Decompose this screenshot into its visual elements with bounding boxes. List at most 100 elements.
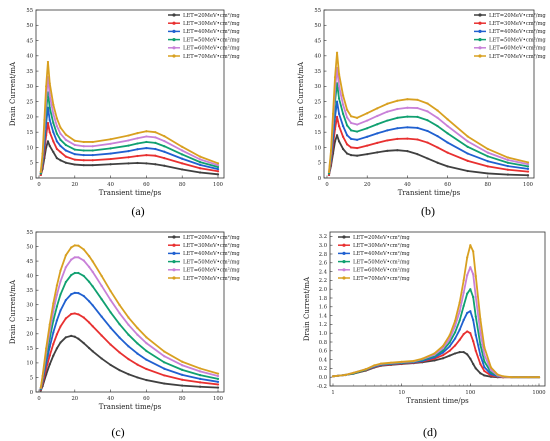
data-point bbox=[446, 132, 449, 135]
y-tick-label: 50 bbox=[26, 244, 33, 250]
data-point bbox=[199, 155, 202, 158]
data-point bbox=[526, 174, 530, 177]
data-point bbox=[127, 156, 130, 159]
data-point bbox=[82, 149, 85, 152]
data-point bbox=[48, 363, 51, 366]
data-point bbox=[327, 172, 331, 175]
data-point bbox=[441, 344, 445, 348]
data-point bbox=[55, 284, 59, 287]
data-point bbox=[453, 325, 457, 328]
y-tick-label: 15 bbox=[26, 130, 33, 136]
data-point bbox=[163, 164, 166, 167]
y-tick-label: 0 bbox=[30, 176, 33, 182]
data-point bbox=[448, 349, 451, 352]
legend-label: LET=50MeV•cm²/mg bbox=[183, 37, 240, 43]
data-point bbox=[376, 114, 379, 118]
data-point bbox=[416, 138, 419, 141]
data-point bbox=[64, 336, 67, 339]
data-point bbox=[77, 291, 80, 295]
data-point bbox=[199, 171, 202, 174]
data-point bbox=[52, 103, 55, 106]
y-tick-label: 1.6 bbox=[319, 305, 327, 311]
data-point bbox=[82, 316, 85, 319]
data-point bbox=[506, 173, 509, 176]
data-point bbox=[55, 147, 59, 151]
data-point bbox=[346, 152, 349, 155]
data-point bbox=[48, 345, 51, 349]
data-point bbox=[216, 380, 220, 383]
data-point bbox=[48, 354, 51, 357]
data-point bbox=[136, 333, 139, 336]
y-tick-label: 15 bbox=[314, 130, 321, 136]
data-point bbox=[59, 144, 62, 148]
data-point bbox=[474, 349, 477, 352]
data-point bbox=[376, 107, 379, 110]
legend-label: LET=20MeV•cm²/mg bbox=[489, 13, 546, 19]
data-point bbox=[199, 158, 202, 161]
data-point bbox=[406, 137, 409, 140]
panel-label: (c) bbox=[111, 425, 124, 439]
data-point bbox=[341, 124, 345, 128]
data-point bbox=[199, 381, 202, 384]
x-axis-title: Transient time/ps bbox=[99, 403, 162, 411]
data-point bbox=[489, 366, 493, 369]
data-point bbox=[145, 130, 148, 133]
series-line-1 bbox=[39, 140, 219, 176]
y-tick-label: 1.8 bbox=[319, 296, 327, 302]
data-point bbox=[163, 350, 166, 353]
data-point bbox=[181, 384, 184, 387]
data-point bbox=[64, 149, 67, 152]
data-point bbox=[109, 147, 112, 150]
data-point bbox=[479, 331, 482, 334]
data-point bbox=[458, 301, 461, 304]
data-point bbox=[41, 374, 44, 378]
data-point bbox=[483, 374, 486, 377]
data-point bbox=[216, 162, 220, 165]
y-tick-label: 20 bbox=[314, 115, 321, 121]
data-point bbox=[327, 173, 331, 177]
data-point bbox=[91, 285, 94, 288]
y-tick-label: 20 bbox=[26, 332, 33, 338]
data-point bbox=[350, 153, 353, 157]
data-point bbox=[329, 149, 333, 152]
y-tick-label: 40 bbox=[314, 54, 321, 60]
data-point bbox=[100, 357, 103, 360]
data-point bbox=[479, 362, 482, 366]
x-tick-label: 20 bbox=[71, 182, 78, 188]
chart-panel-d: -0.2 0.0 0.2 0.4 0.6 0.8 1.0 1.2 1.4 1.6 1.8 2.0 2.2… bbox=[303, 231, 546, 439]
data-point bbox=[376, 151, 379, 154]
data-point bbox=[416, 126, 419, 130]
data-point bbox=[118, 336, 121, 339]
data-point bbox=[52, 150, 55, 154]
legend-label: LET=30MeV•cm²/mg bbox=[183, 21, 240, 27]
data-point bbox=[366, 144, 369, 147]
data-point bbox=[55, 319, 59, 322]
plot-frame bbox=[35, 9, 225, 179]
series-line-5 bbox=[39, 256, 219, 389]
data-point bbox=[127, 139, 130, 142]
data-point bbox=[416, 106, 419, 110]
data-point bbox=[82, 145, 85, 148]
legend-marker bbox=[172, 268, 176, 272]
data-point bbox=[88, 280, 91, 283]
data-point bbox=[70, 273, 73, 277]
data-point bbox=[154, 141, 157, 144]
data-point bbox=[486, 147, 489, 151]
data-point bbox=[70, 293, 73, 296]
data-point bbox=[43, 118, 46, 122]
data-point bbox=[100, 315, 103, 318]
data-point bbox=[346, 116, 349, 119]
data-point bbox=[127, 358, 130, 361]
data-point bbox=[469, 266, 472, 269]
legend-label: LET=40MeV•cm²/mg bbox=[183, 29, 240, 35]
data-point bbox=[469, 332, 472, 335]
legend-marker bbox=[342, 260, 346, 264]
data-point bbox=[59, 150, 62, 154]
data-point bbox=[163, 139, 166, 143]
data-point bbox=[527, 376, 530, 379]
data-point bbox=[517, 376, 520, 379]
data-point bbox=[426, 119, 429, 122]
data-point bbox=[389, 361, 393, 364]
legend-marker bbox=[342, 243, 346, 247]
data-point bbox=[350, 137, 353, 141]
